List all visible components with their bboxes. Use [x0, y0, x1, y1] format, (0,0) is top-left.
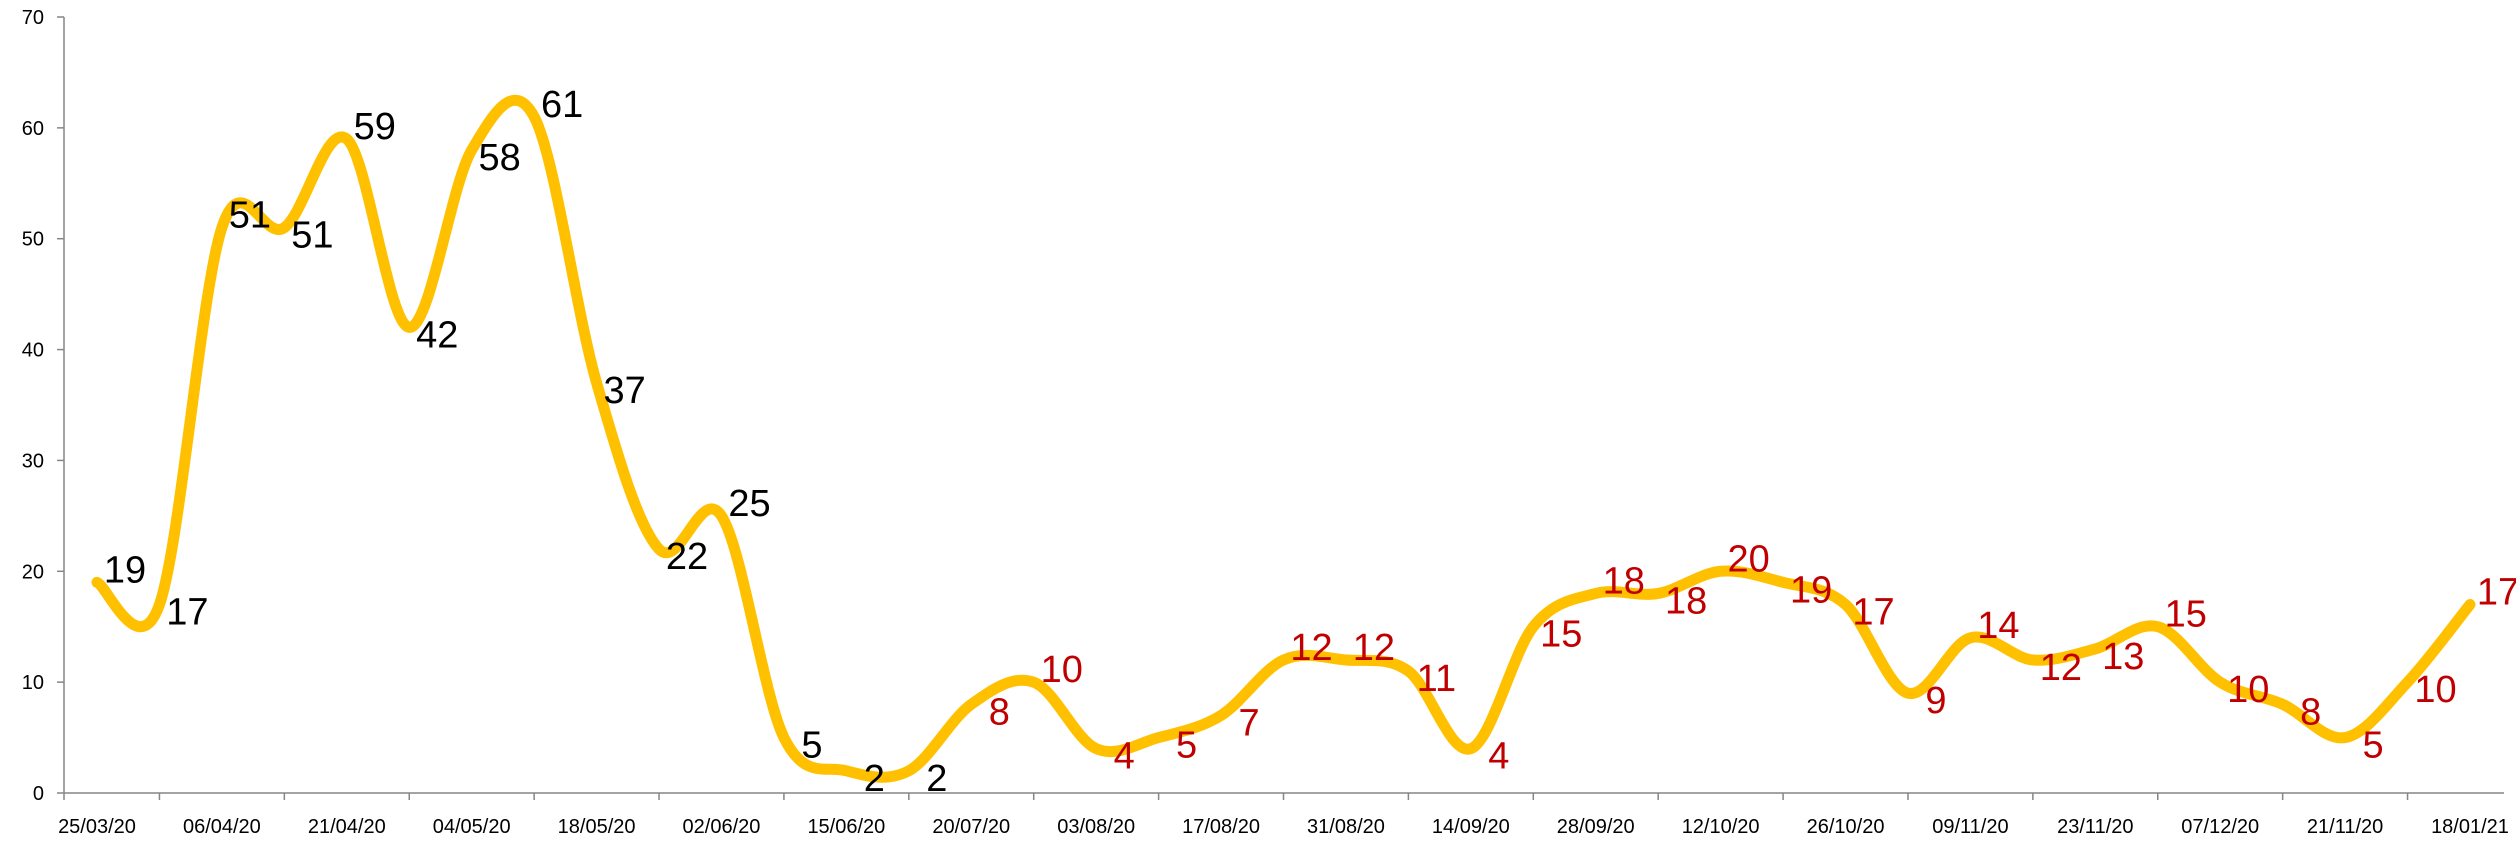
data-label: 19 — [1790, 569, 1832, 611]
x-tick-label: 25/03/20 — [58, 816, 136, 838]
x-tick-label: 28/09/20 — [1557, 816, 1635, 838]
data-label: 25 — [728, 483, 770, 525]
data-label: 10 — [1041, 649, 1083, 691]
data-label: 5 — [2363, 725, 2384, 767]
data-label: 15 — [1540, 614, 1582, 656]
x-tick-label: 26/10/20 — [1807, 816, 1885, 838]
data-label: 61 — [541, 84, 583, 126]
data-label: 51 — [291, 215, 333, 257]
data-label: 22 — [666, 536, 708, 578]
data-label: 2 — [864, 758, 885, 800]
x-tick-label: 20/07/20 — [932, 816, 1010, 838]
y-tick-label: 40 — [22, 340, 44, 362]
data-label: 4 — [1114, 736, 1135, 778]
data-label: 14 — [1977, 605, 2019, 647]
data-label: 10 — [2414, 669, 2456, 711]
data-label: 9 — [1925, 680, 1946, 722]
data-label: 8 — [2300, 691, 2321, 733]
data-label: 12 — [1290, 627, 1332, 669]
data-label: 59 — [354, 106, 396, 148]
data-label: 5 — [1176, 725, 1197, 767]
x-tick-label: 06/04/20 — [183, 816, 261, 838]
x-tick-label: 31/08/20 — [1307, 816, 1385, 838]
data-label: 4 — [1488, 736, 1509, 778]
data-label: 8 — [989, 691, 1010, 733]
data-label: 2 — [926, 758, 947, 800]
data-label: 17 — [166, 592, 208, 634]
y-tick-label: 50 — [22, 229, 44, 251]
y-tick-label: 70 — [22, 7, 44, 29]
data-label: 58 — [479, 137, 521, 179]
data-label: 20 — [1727, 538, 1769, 580]
data-label: 12 — [1353, 627, 1395, 669]
data-label: 11 — [1417, 658, 1456, 700]
x-tick-label: 04/05/20 — [433, 816, 511, 838]
x-tick-label: 21/11/20 — [2307, 816, 2383, 838]
x-tick-label: 23/11/20 — [2057, 816, 2133, 838]
x-tick-label: 18/05/20 — [558, 816, 636, 838]
x-tick-label: 07/12/20 — [2181, 816, 2259, 838]
data-label: 12 — [2040, 647, 2082, 689]
data-label: 17 — [1852, 592, 1894, 634]
y-tick-label: 20 — [22, 561, 44, 583]
data-label: 7 — [1238, 702, 1259, 744]
data-label: 42 — [416, 314, 458, 356]
x-tick-label: 02/06/20 — [683, 816, 761, 838]
data-label: 13 — [2102, 636, 2144, 678]
x-tick-label: 12/10/20 — [1682, 816, 1760, 838]
y-tick-label: 30 — [22, 450, 44, 472]
x-tick-label: 17/08/20 — [1182, 816, 1260, 838]
data-label: 17 — [2477, 572, 2516, 614]
y-tick-label: 10 — [22, 672, 44, 694]
x-tick-label: 09/11/20 — [1932, 816, 2008, 838]
data-label: 5 — [801, 725, 822, 767]
data-label: 51 — [229, 195, 271, 237]
x-tick-label: 03/08/20 — [1057, 816, 1135, 838]
x-tick-label: 18/01/21 — [2431, 816, 2509, 838]
data-label: 19 — [104, 549, 146, 591]
data-label: 18 — [1603, 560, 1645, 602]
x-tick-label: 21/04/20 — [308, 816, 386, 838]
data-label: 37 — [603, 370, 645, 412]
x-tick-label: 15/06/20 — [807, 816, 885, 838]
y-tick-label: 60 — [22, 118, 44, 140]
data-label: 10 — [2227, 669, 2269, 711]
x-tick-label: 14/09/20 — [1432, 816, 1510, 838]
data-label: 18 — [1665, 580, 1707, 622]
data-label: 15 — [2165, 594, 2207, 636]
y-tick-label: 0 — [33, 783, 44, 805]
